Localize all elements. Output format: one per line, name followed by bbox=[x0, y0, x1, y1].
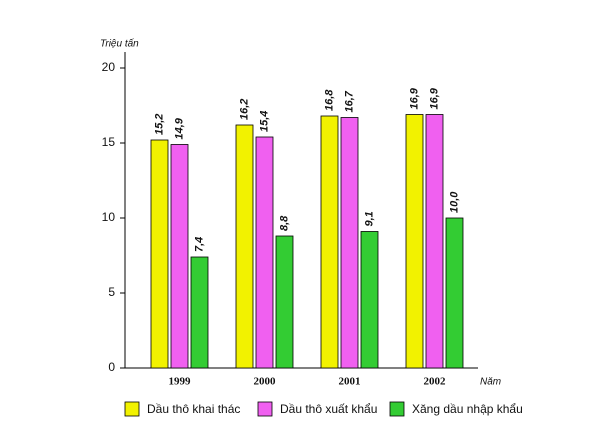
y-tick-label: 20 bbox=[102, 60, 116, 74]
value-label: 16,7 bbox=[343, 90, 355, 112]
x-axis-label: Năm bbox=[480, 377, 501, 388]
legend-swatch bbox=[257, 401, 273, 417]
legend-swatch bbox=[389, 401, 405, 417]
value-label: 15,2 bbox=[153, 114, 165, 135]
value-label: 16,8 bbox=[323, 89, 335, 111]
x-tick-label: 1999 bbox=[169, 376, 192, 388]
bar bbox=[190, 256, 209, 369]
value-label: 9,1 bbox=[363, 211, 375, 226]
bar bbox=[255, 136, 274, 369]
bar bbox=[275, 235, 294, 369]
legend-label: Xăng dầu nhập khẩu bbox=[412, 402, 523, 416]
value-label: 16,2 bbox=[238, 99, 250, 120]
y-tick-label: 5 bbox=[108, 285, 115, 299]
bar bbox=[340, 117, 359, 369]
value-label: 10,0 bbox=[448, 191, 460, 213]
x-tick-label: 2002 bbox=[424, 376, 447, 388]
y-tick-label: 10 bbox=[102, 210, 116, 224]
value-label: 8,8 bbox=[278, 215, 290, 231]
value-label: 16,9 bbox=[428, 87, 440, 109]
bar bbox=[425, 114, 444, 369]
bar bbox=[235, 124, 254, 369]
x-tick-label: 2000 bbox=[254, 376, 277, 388]
value-label: 15,4 bbox=[258, 111, 270, 132]
value-label: 7,4 bbox=[193, 237, 205, 252]
bar bbox=[170, 144, 189, 369]
bar bbox=[320, 115, 339, 369]
y-tick-label: 0 bbox=[108, 360, 115, 374]
legend-label: Dầu thô xuất khẩu bbox=[280, 402, 377, 416]
y-tick-label: 15 bbox=[102, 135, 116, 149]
bar bbox=[405, 114, 424, 369]
bar bbox=[445, 217, 464, 369]
x-tick-label: 2001 bbox=[339, 376, 361, 388]
legend-swatch bbox=[124, 401, 140, 417]
legend-label: Dầu thô khai thác bbox=[147, 402, 240, 416]
value-label: 14,9 bbox=[173, 117, 185, 139]
bar bbox=[360, 231, 379, 369]
value-label: 16,9 bbox=[408, 87, 420, 109]
bar bbox=[150, 139, 169, 369]
y-axis-label: Triệu tấn bbox=[100, 38, 139, 50]
